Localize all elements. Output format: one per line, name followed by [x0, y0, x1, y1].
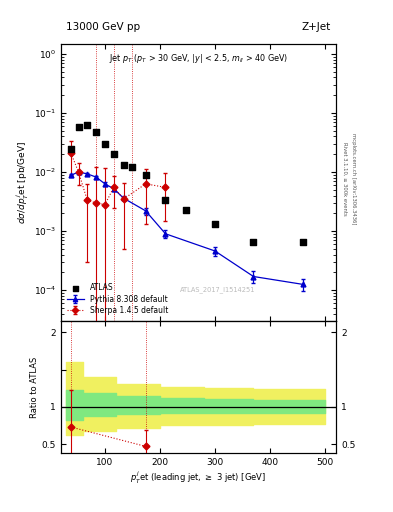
X-axis label: $p^{\,j}_{T}$et (leading jet, $\geq$ 3 jet) [GeV]: $p^{\,j}_{T}$et (leading jet, $\geq$ 3 j…	[130, 470, 266, 486]
Text: ATLAS_2017_I1514251: ATLAS_2017_I1514251	[180, 287, 255, 293]
Text: Rivet 3.1.10, ≥ 300k events: Rivet 3.1.10, ≥ 300k events	[342, 142, 347, 216]
ATLAS	[68, 144, 74, 153]
ATLAS	[162, 197, 169, 205]
Y-axis label: Ratio to ATLAS: Ratio to ATLAS	[30, 356, 39, 418]
ATLAS	[143, 170, 149, 179]
ATLAS	[300, 238, 306, 246]
ATLAS	[93, 127, 99, 136]
ATLAS	[84, 121, 90, 129]
Legend: ATLAS, Pythia 8.308 default, Sherpa 1.4.5 default: ATLAS, Pythia 8.308 default, Sherpa 1.4.…	[65, 281, 171, 317]
Y-axis label: $d\sigma/dp^{\,j}_{T}$et [pb/GeV]: $d\sigma/dp^{\,j}_{T}$et [pb/GeV]	[15, 141, 31, 224]
ATLAS	[250, 238, 257, 246]
ATLAS	[102, 140, 108, 148]
Text: Z+Jet: Z+Jet	[301, 23, 331, 32]
ATLAS	[129, 163, 136, 172]
ATLAS	[183, 206, 189, 214]
ATLAS	[75, 123, 82, 131]
Text: mcplots.cern.ch [arXiv:1306.3436]: mcplots.cern.ch [arXiv:1306.3436]	[351, 134, 356, 225]
Text: Jet $p_T$ ($p_T$ > 30 GeV, $|y|$ < 2.5, $m_{ll}$ > 40 GeV): Jet $p_T$ ($p_T$ > 30 GeV, $|y|$ < 2.5, …	[109, 52, 288, 65]
ATLAS	[212, 220, 218, 228]
ATLAS	[110, 150, 117, 158]
Text: 13000 GeV pp: 13000 GeV pp	[66, 23, 141, 32]
ATLAS	[121, 161, 127, 169]
